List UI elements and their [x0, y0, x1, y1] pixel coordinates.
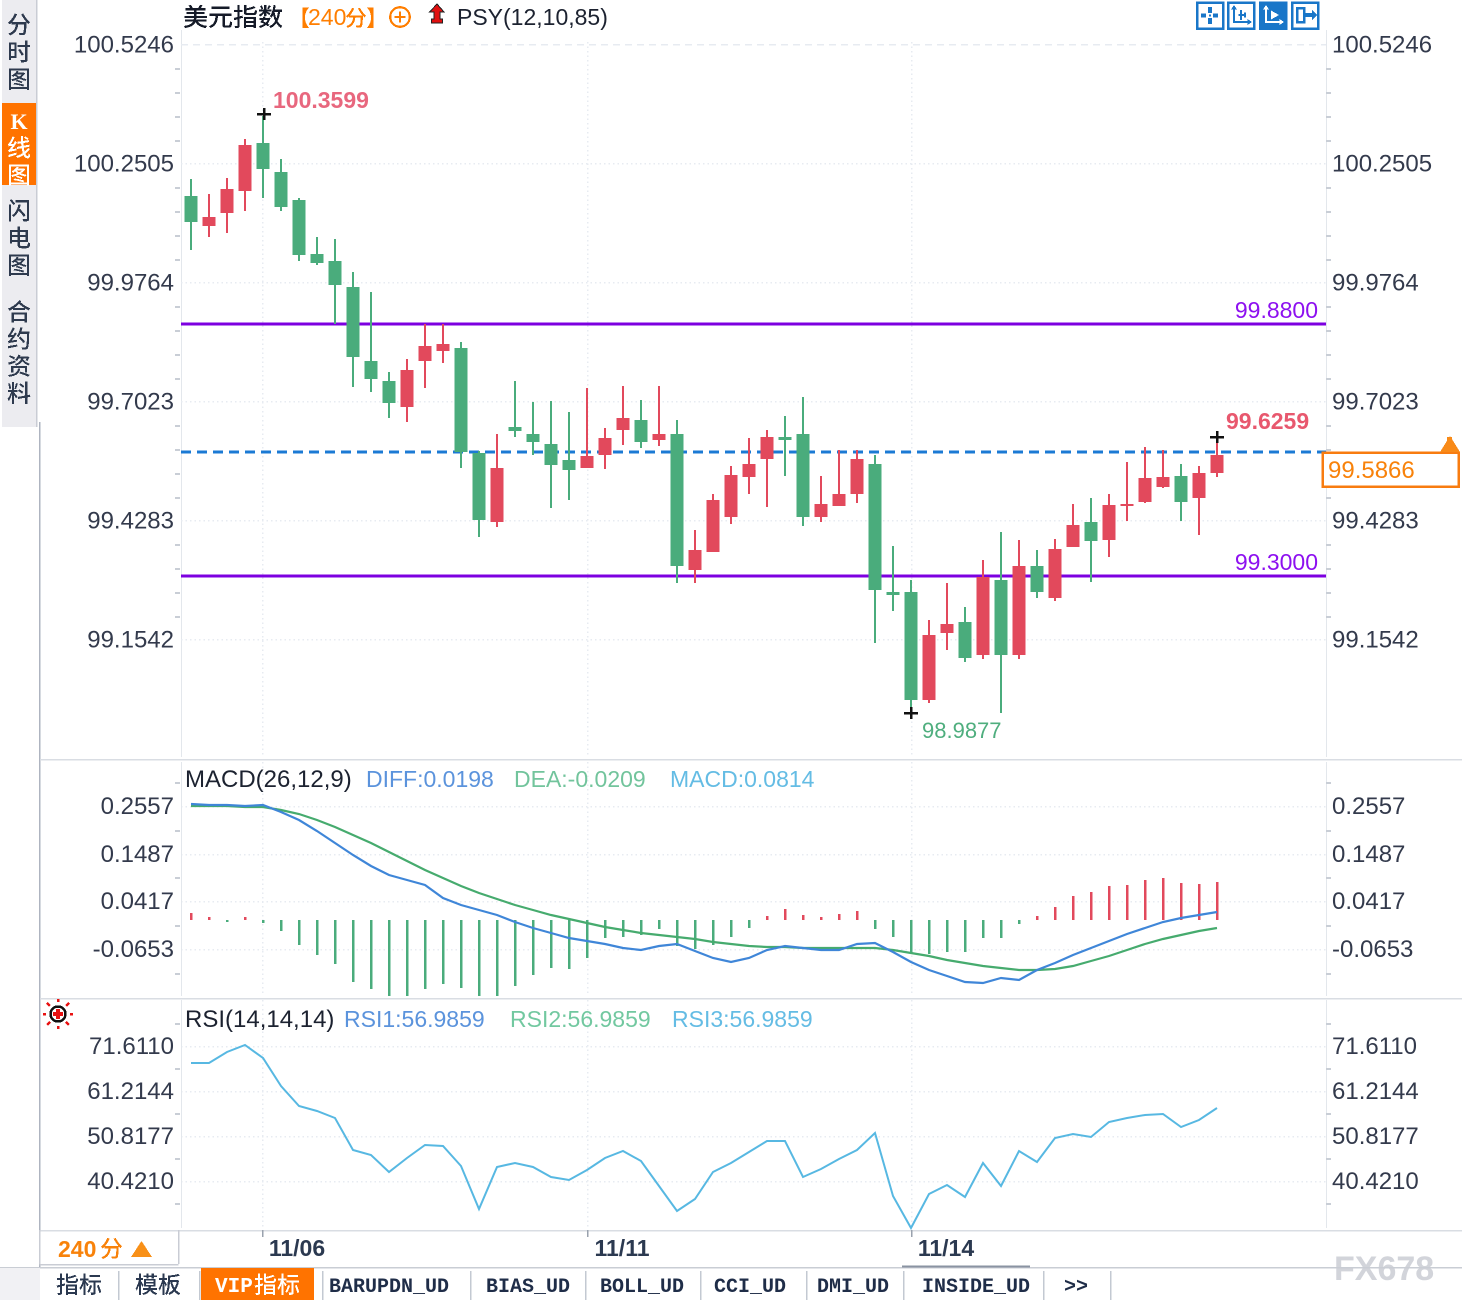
svg-text:98.9877: 98.9877	[922, 718, 1002, 743]
svg-text:BOLL_UD: BOLL_UD	[600, 1276, 684, 1299]
svg-text:DEA:-0.0209: DEA:-0.0209	[514, 766, 646, 792]
svg-text:MACD(26,12,9): MACD(26,12,9)	[185, 766, 352, 793]
svg-text:RSI1:56.9859: RSI1:56.9859	[344, 1006, 485, 1032]
svg-text:50.8177: 50.8177	[1332, 1123, 1419, 1150]
svg-text:99.7023: 99.7023	[87, 389, 174, 416]
svg-text:BIAS_UD: BIAS_UD	[486, 1276, 570, 1299]
svg-text:0.1487: 0.1487	[101, 841, 174, 868]
svg-text:0.2557: 0.2557	[1332, 793, 1405, 820]
svg-text:-0.0653: -0.0653	[1332, 936, 1413, 963]
svg-text:99.1542: 99.1542	[87, 627, 174, 654]
svg-text:FX678: FX678	[1334, 1250, 1434, 1288]
svg-text:100.5246: 100.5246	[74, 32, 174, 59]
svg-text:100.3599: 100.3599	[273, 87, 369, 113]
svg-text:99.1542: 99.1542	[1332, 627, 1419, 654]
svg-text:11/11: 11/11	[594, 1235, 649, 1261]
svg-text:K: K	[10, 109, 27, 134]
svg-text:61.2144: 61.2144	[87, 1078, 174, 1105]
svg-text:99.8800: 99.8800	[1235, 297, 1318, 323]
svg-text:DIFF:0.0198: DIFF:0.0198	[366, 766, 494, 792]
svg-text:99.4283: 99.4283	[1332, 508, 1419, 535]
svg-text:>>: >>	[1064, 1276, 1088, 1299]
svg-text:100.2505: 100.2505	[1332, 151, 1432, 178]
svg-text:40.4210: 40.4210	[1332, 1168, 1419, 1195]
svg-text:71.6110: 71.6110	[1332, 1033, 1417, 1060]
svg-text:100.5246: 100.5246	[1332, 32, 1432, 59]
svg-text:-0.0653: -0.0653	[93, 936, 174, 963]
svg-text:99.9764: 99.9764	[87, 270, 174, 297]
svg-text:240: 240	[308, 4, 346, 30]
svg-text:0.0417: 0.0417	[101, 888, 174, 915]
svg-text:99.5866: 99.5866	[1328, 457, 1415, 484]
svg-text:99.4283: 99.4283	[87, 508, 174, 535]
svg-text:CCI_UD: CCI_UD	[714, 1276, 786, 1299]
svg-text:RSI(14,14,14): RSI(14,14,14)	[185, 1006, 334, 1033]
svg-text:0.0417: 0.0417	[1332, 888, 1405, 915]
svg-text:0.2557: 0.2557	[101, 793, 174, 820]
svg-text:VIP: VIP	[215, 1276, 253, 1299]
svg-text:0.1487: 0.1487	[1332, 841, 1405, 868]
svg-text:DMI_UD: DMI_UD	[817, 1276, 889, 1299]
svg-text:11/14: 11/14	[918, 1235, 974, 1261]
svg-text:11/06: 11/06	[269, 1235, 325, 1261]
svg-text:71.6110: 71.6110	[89, 1033, 174, 1060]
svg-text:40.4210: 40.4210	[87, 1168, 174, 1195]
svg-text:MACD:0.0814: MACD:0.0814	[670, 766, 815, 792]
svg-text:BARUPDN_UD: BARUPDN_UD	[329, 1276, 449, 1299]
svg-text:99.7023: 99.7023	[1332, 389, 1419, 416]
svg-text:99.3000: 99.3000	[1235, 549, 1318, 575]
svg-text:240: 240	[58, 1236, 96, 1262]
svg-text:50.8177: 50.8177	[87, 1123, 174, 1150]
svg-text:PSY(12,10,85): PSY(12,10,85)	[457, 4, 608, 30]
svg-text:99.6259: 99.6259	[1226, 408, 1309, 434]
svg-text:61.2144: 61.2144	[1332, 1078, 1419, 1105]
svg-text:99.9764: 99.9764	[1332, 270, 1419, 297]
svg-text:RSI3:56.9859: RSI3:56.9859	[672, 1006, 813, 1032]
svg-text:INSIDE_UD: INSIDE_UD	[922, 1276, 1030, 1299]
svg-text:100.2505: 100.2505	[74, 151, 174, 178]
svg-text:RSI2:56.9859: RSI2:56.9859	[510, 1006, 651, 1032]
